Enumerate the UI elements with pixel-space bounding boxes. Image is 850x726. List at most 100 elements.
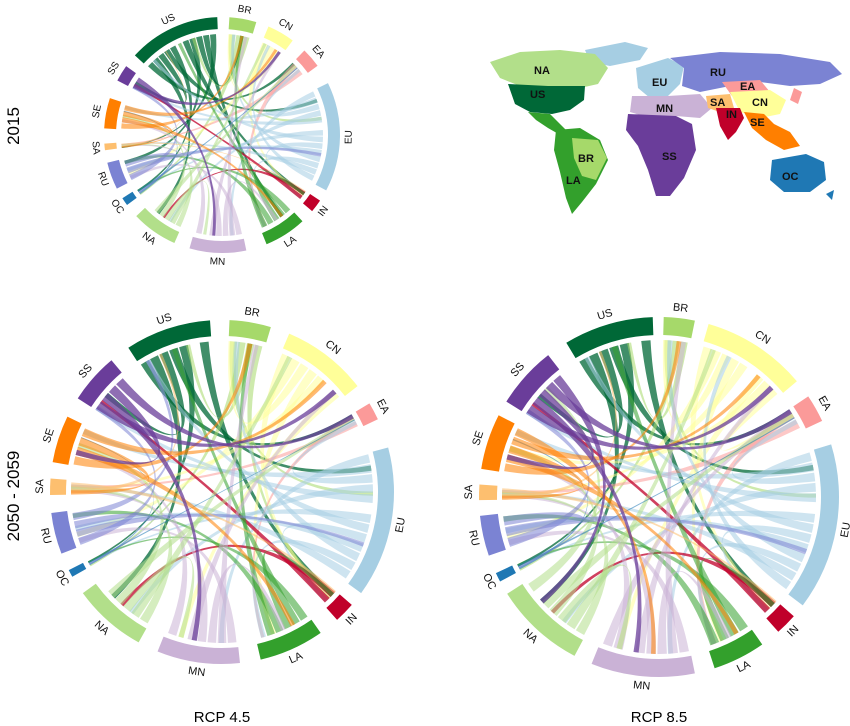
chord-arc-se [52,416,82,465]
map-label-ea: EA [740,81,755,93]
chord-ribbon-ss-se [506,389,594,470]
chord-diagram-2050-rcp85: US BR CN EA EU IN LA MN NA OC RU SA SE SS [463,301,850,692]
chord-arc-cn [703,323,797,393]
chord-ribbon-ss-se [75,385,161,465]
chord-arc-label-se: SE [470,429,486,447]
chord-ribbon-se-mn [514,428,656,654]
map-label-mn: MN [656,103,673,115]
map-region-us [508,84,585,114]
chord-arc-label-sa: SA [34,478,46,494]
chord-arc-la [262,212,303,245]
chord-ribbon-eu-oc [518,510,816,569]
chord-arc-oc [495,565,516,582]
map-region-nz [826,190,834,200]
chord-arc-ru [107,159,128,189]
chord-ribbon-mn-se [121,119,206,234]
map-label-sa: SA [710,97,725,109]
chord-ribbon-oc-ea [517,417,795,568]
chord-arc-la [257,619,321,660]
chord-ribbon-us-la [202,34,284,218]
chord-arc-label-ss: SS [106,60,123,77]
chord-arc-mn [189,236,247,253]
chord-diagram-2050-rcp45: US BR CN EA EU IN LA MN NA OC RU SA SE SS [34,305,408,679]
column-label-rcp45: RCP 4.5 [194,709,250,726]
chord-arc-label-na: NA [520,627,540,647]
chord-ribbon-la-us [171,348,300,626]
chord-ribbon-mn-cn [209,50,281,236]
chord-arc-in [766,604,794,632]
chord-ribbon-na-ea [154,64,297,214]
chord-arc-eu [315,83,340,191]
chord-arc-label-na: NA [140,230,158,247]
map-region-cn [730,90,786,118]
chord-ribbon-na-cn [131,355,293,618]
chord-arc-cn [282,333,358,396]
chord-arc-label-sa: SA [463,484,475,500]
chord-ribbon-eu-la [250,156,320,228]
map-label-cn: CN [752,97,768,109]
map-region-se [744,112,800,150]
chord-ribbon-eu-se [515,429,814,479]
chord-arc-ss [117,66,136,87]
map-label-in: IN [726,109,737,121]
map-label-ru: RU [710,67,726,79]
chord-arc-sa [479,484,498,501]
map-region-na [490,50,608,90]
chord-ribbon-na-mn [164,180,210,235]
chord-arc-sa [50,478,67,496]
chord-ribbon-ru-ss [507,409,590,547]
map-label-br: BR [578,153,594,165]
map-region-oc [770,154,826,192]
chord-ribbon-ru-ss [78,406,156,545]
chord-arc-label-oc: OC [53,568,71,588]
chord-ribbon-eu-oc [88,509,372,565]
chord-arc-label-in: IN [344,611,360,627]
chord-ribbon-ea-sa [502,419,800,495]
map-region-eu [636,58,684,98]
chord-arc-label-eu: EU [839,521,850,538]
chord-ribbon-se-sa [121,111,173,149]
chord-ribbon-se-sa [70,437,150,495]
chord-arc-ea [296,50,318,73]
chord-ribbon-oc-ea [137,67,298,193]
chord-arc-label-cn: CN [276,17,294,34]
chord-ribbon-mn-la [207,563,286,643]
chord-arc-label-cn: CN [753,328,773,347]
chord-ribbon-ea-sa [71,421,358,489]
chord-ribbon-eu-ss [95,405,373,503]
chord-ribbon-in-ss [531,402,771,613]
map-region-br [572,138,607,180]
chord-ribbon-mn-br [227,36,248,236]
chord-ribbon-ss-mn [532,397,642,653]
row-label-2050-2059: 2050 - 2059 [4,451,23,542]
chord-ribbon-ss-na [540,375,606,604]
chord-ribbon-ru-ss [129,85,178,181]
chord-ribbon-us-ru [124,37,201,165]
chord-arc-label-br: BR [672,301,689,315]
chord-ribbon-se-sa [502,445,583,500]
chord-ribbon-la-br [238,343,275,636]
chord-arc-na [82,583,147,643]
chord-arc-label-la: LA [282,234,299,250]
chord-arc-in [326,594,352,620]
chord-arc-label-us: US [596,307,614,323]
row-label-2015: 2015 [4,107,23,145]
chord-arc-ea [355,403,378,427]
chord-arc-label-in: IN [785,623,801,639]
map-label-la: LA [566,175,581,187]
chord-ribbon-in-ss [99,399,330,603]
map-label-eu: EU [652,77,667,89]
chord-arc-label-ea: EA [374,397,392,416]
chord-ribbon-oc-ea [88,419,355,564]
map-label-us: US [530,89,545,101]
chord-ribbon-na-ea [108,416,355,598]
chord-ribbon-us-na [153,57,191,215]
chord-ribbon-eu-ea [264,68,320,117]
chord-ribbon-na-cn [566,348,716,630]
chord-arc-ru [51,511,77,554]
chord-ribbon-ru-eu [126,146,322,174]
chord-arc-oc [68,562,87,577]
chord-ribbons [502,340,816,654]
chord-arc-label-oc: OC [480,572,498,592]
chord-ribbon-cn-br [228,341,309,424]
